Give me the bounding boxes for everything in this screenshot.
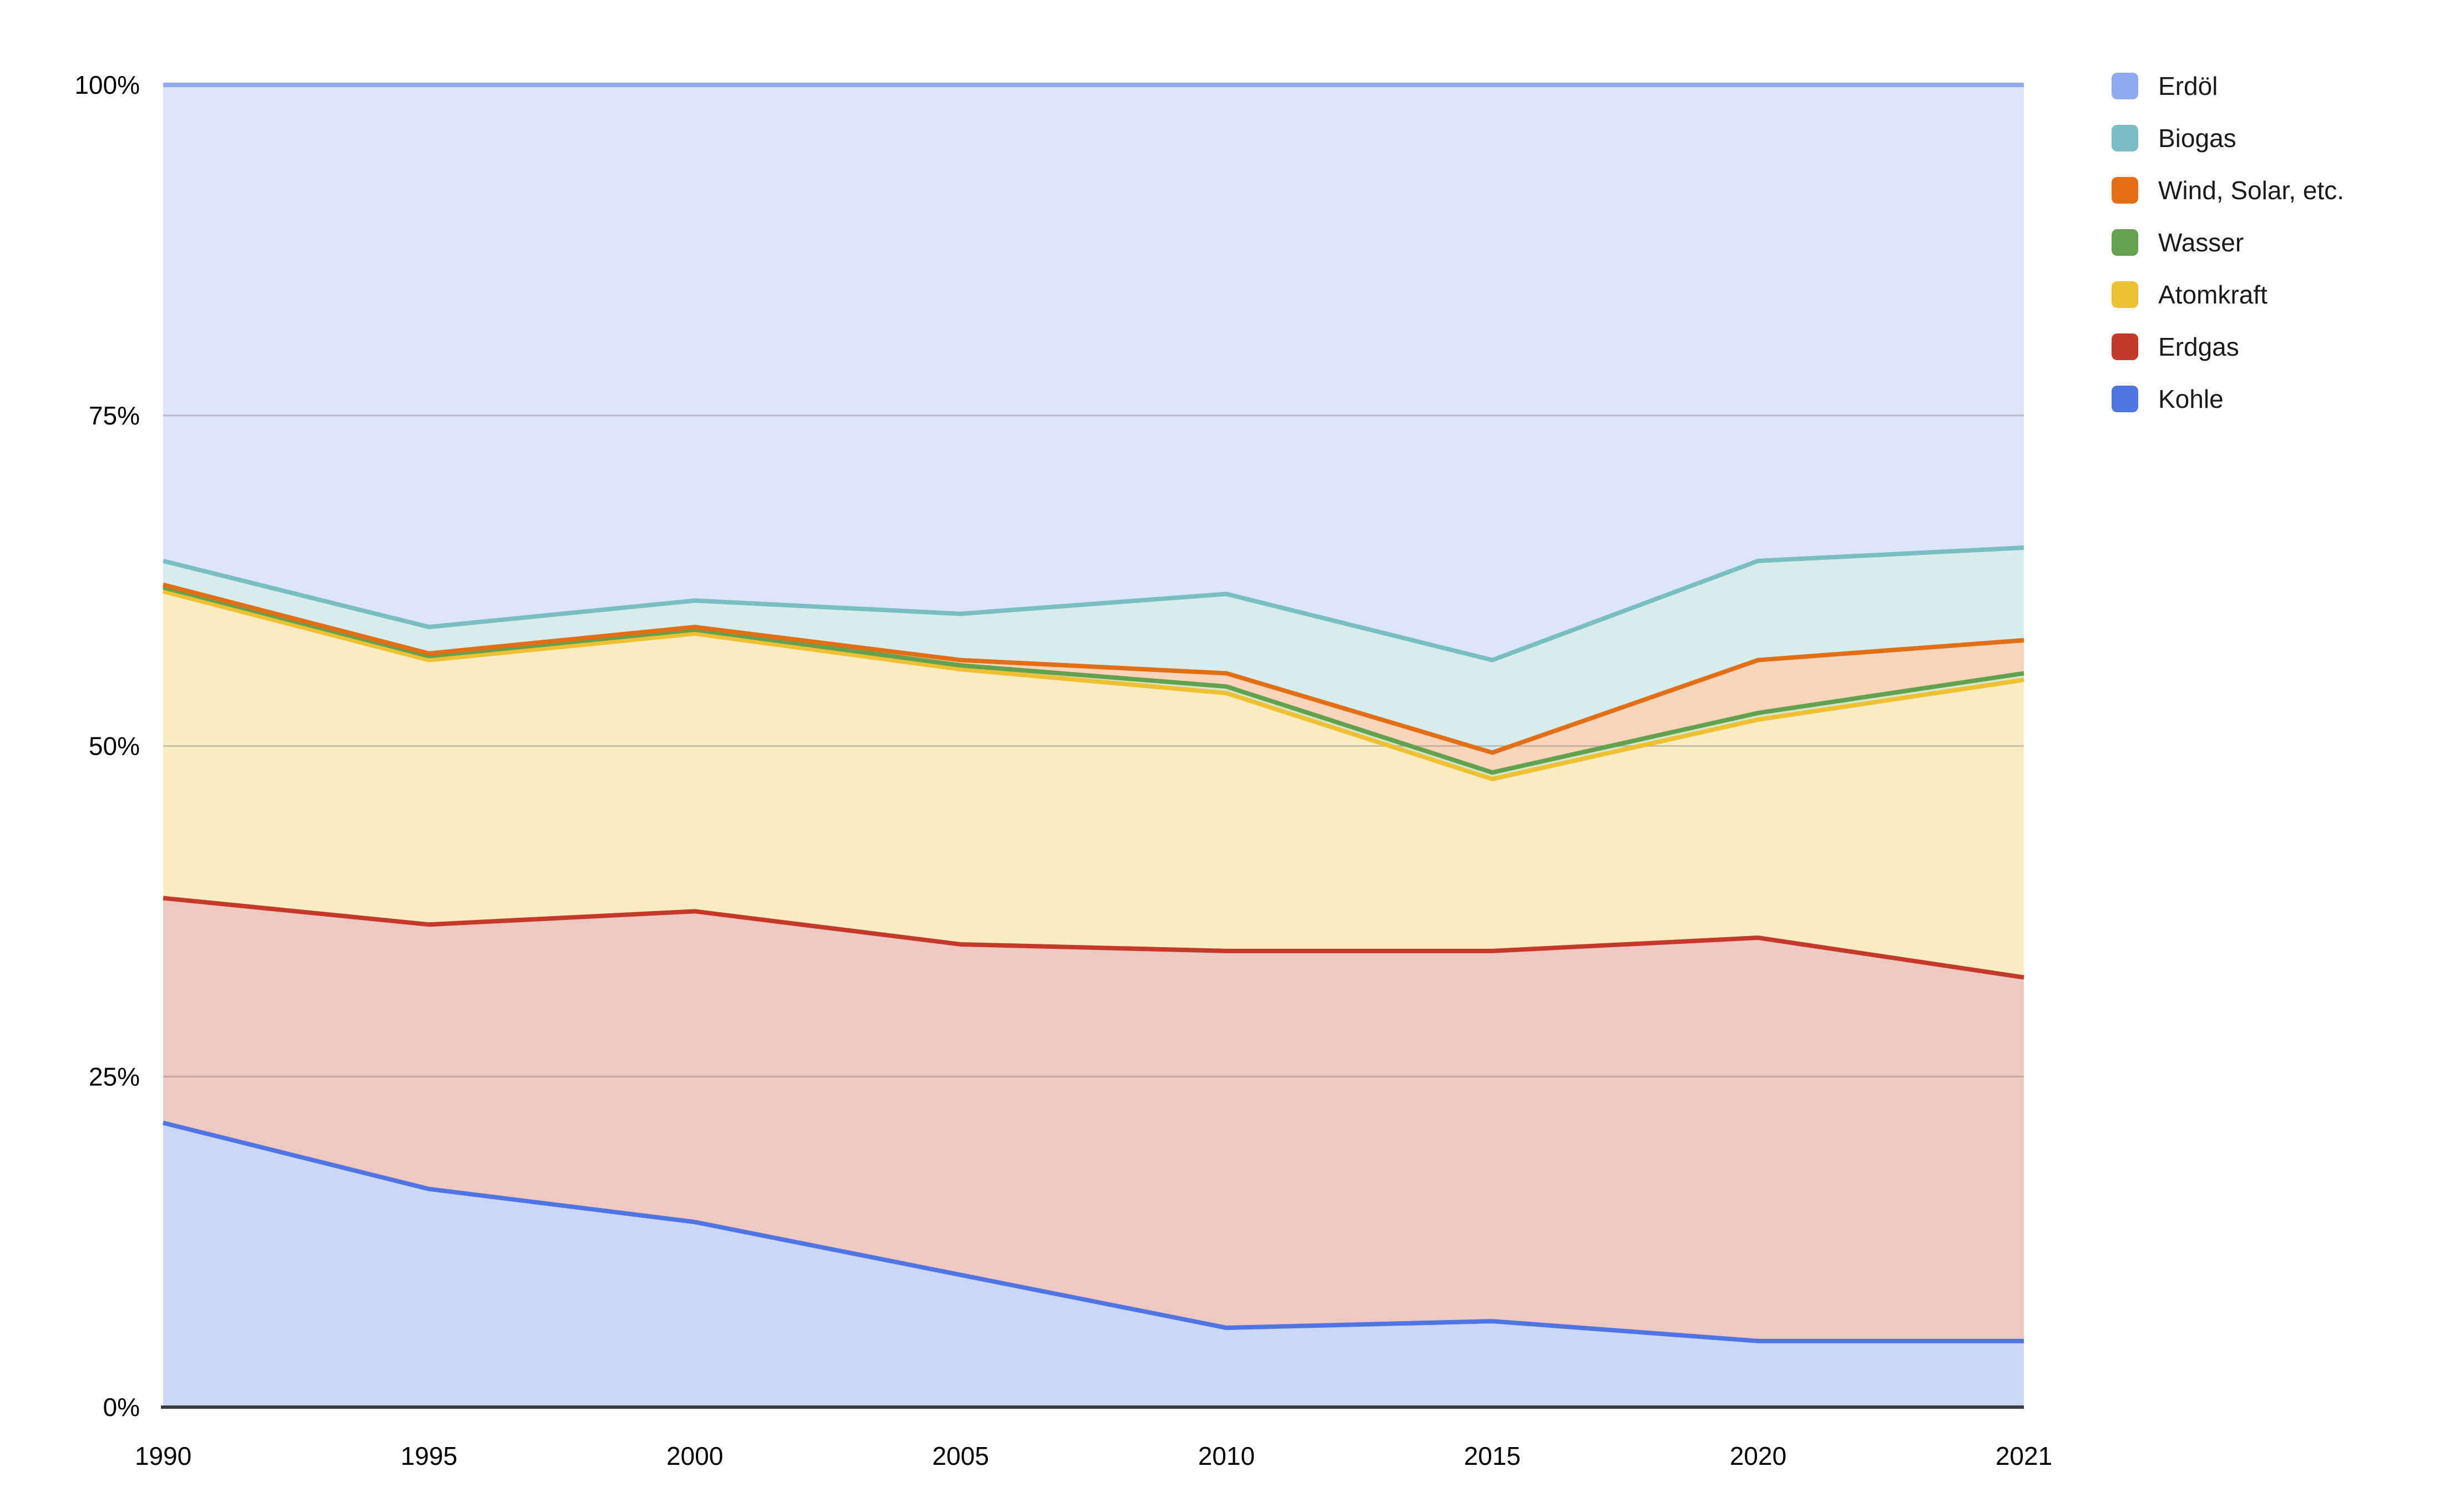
line-erdgas [163, 896, 2024, 980]
y-tick-label-0: 0% [103, 1393, 140, 1422]
legend-label-kohle: Kohle [2158, 385, 2224, 413]
legend-swatch-kohle [2112, 386, 2138, 412]
legend-item-biogas: Biogas [2112, 124, 2344, 153]
legend-swatch-erdoel [2112, 73, 2138, 99]
legend: Erdöl Biogas Wind, Solar, etc. Wasser Atomkr… [2112, 72, 2344, 437]
line-wasser [162, 585, 2024, 775]
legend-item-atomkraft: Atomkraft [2112, 280, 2344, 309]
x-tick-label-2000: 2000 [666, 1442, 723, 1470]
legend-item-erdgas: Erdgas [2112, 332, 2344, 361]
line-atomkraft [162, 589, 2024, 782]
legend-label-wind-solar-etc: Wind, Solar, etc. [2158, 176, 2344, 205]
legend-label-biogas: Biogas [2158, 124, 2236, 153]
x-tick-label-2015: 2015 [1464, 1442, 1521, 1470]
legend-label-erdoel: Erdöl [2158, 72, 2218, 100]
x-tick-label-1995: 1995 [401, 1442, 457, 1470]
legend-item-erdoel: Erdöl [2112, 72, 2344, 100]
area-biogas [163, 548, 2024, 753]
legend-swatch-erdgas [2112, 333, 2138, 360]
legend-swatch-wasser [2112, 229, 2138, 256]
legend-label-wasser: Wasser [2158, 228, 2244, 257]
legend-label-atomkraft: Atomkraft [2158, 280, 2268, 309]
legend-swatch-biogas [2112, 125, 2138, 151]
line-biogas [163, 545, 2024, 663]
area-erdgas [163, 898, 2024, 1341]
x-tick-label-1990: 1990 [135, 1442, 191, 1470]
legend-item-wind-solar-etc: Wind, Solar, etc. [2112, 176, 2344, 205]
x-tick-label-2020: 2020 [1730, 1442, 1786, 1470]
area-atomkraft [163, 591, 2024, 978]
legend-item-kohle: Kohle [2112, 385, 2344, 413]
legend-label-erdgas: Erdgas [2158, 332, 2239, 361]
legend-swatch-atomkraft [2112, 281, 2138, 308]
legend-item-wasser: Wasser [2112, 228, 2344, 257]
y-tick-label-25: 25% [89, 1062, 140, 1091]
y-tick-label-100: 100% [74, 70, 140, 99]
y-tick-label-50: 50% [89, 732, 140, 761]
line-wind-solar-etc [162, 582, 2024, 755]
x-tick-label-2010: 2010 [1198, 1442, 1255, 1470]
x-tick-label-2005: 2005 [932, 1442, 989, 1470]
line-kohle [163, 1120, 2024, 1343]
y-tick-label-75: 75% [89, 401, 140, 430]
area-kohle [163, 1122, 2024, 1407]
legend-swatch-wind-solar-etc [2112, 177, 2138, 204]
x-tick-label-2021: 2021 [1996, 1442, 2052, 1470]
area-erdoel [163, 85, 2024, 660]
